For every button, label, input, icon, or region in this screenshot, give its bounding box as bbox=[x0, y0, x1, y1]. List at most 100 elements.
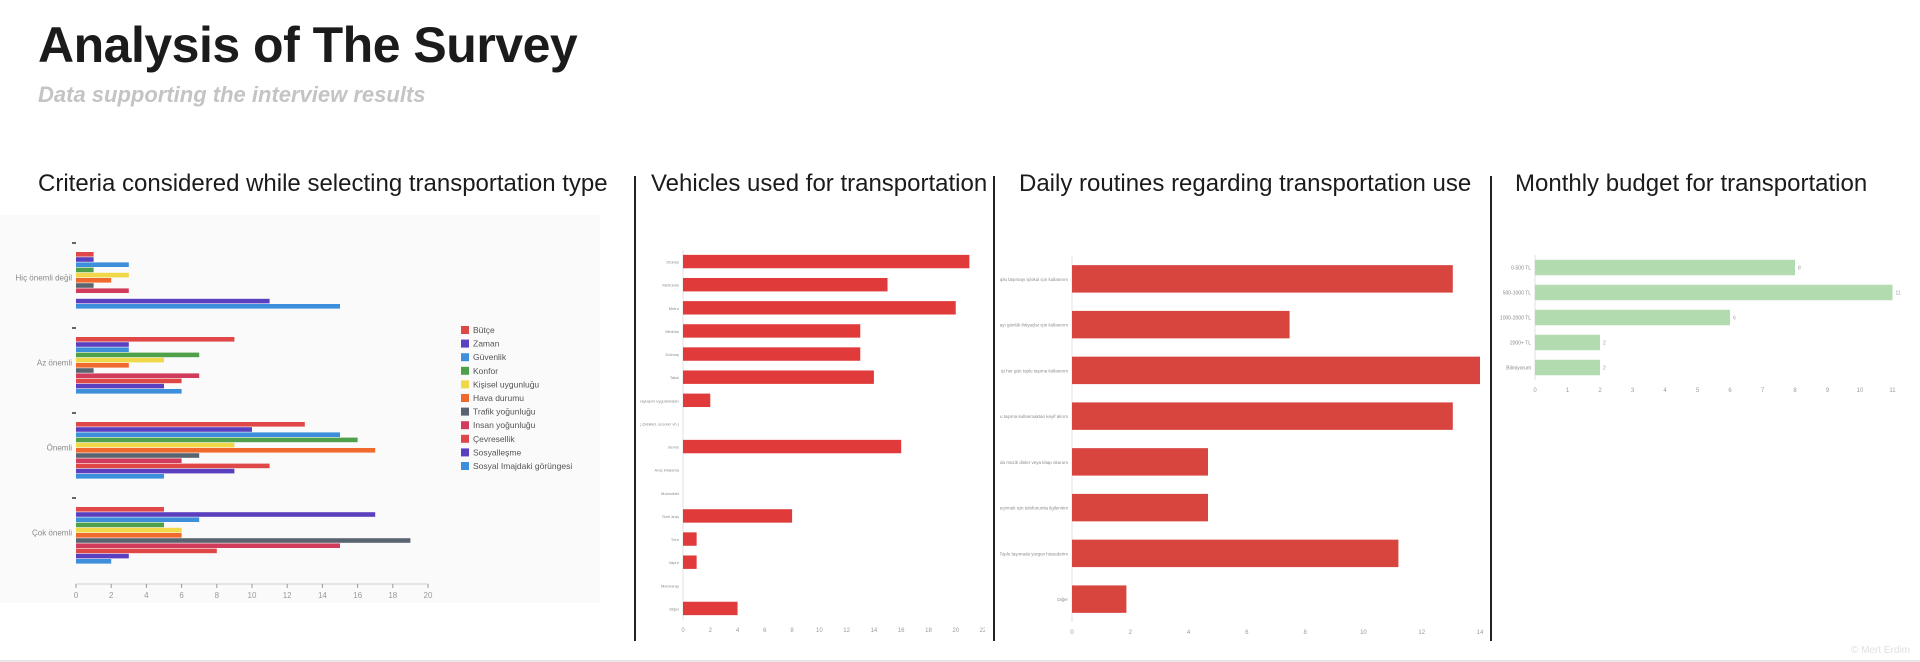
data-label: 2 bbox=[1603, 366, 1606, 372]
category-label: Araç kiralama bbox=[655, 468, 680, 473]
legend-swatch bbox=[461, 434, 469, 443]
legend-label: Sosyal Imajdaki görüngesi bbox=[473, 461, 572, 471]
category-label: Metro bbox=[669, 306, 680, 311]
category-label: Motosiklet bbox=[661, 491, 680, 496]
bar bbox=[683, 601, 738, 616]
x-tick-label: 18 bbox=[925, 628, 932, 634]
bar bbox=[76, 262, 129, 267]
page-title: Analysis of The Survey bbox=[38, 17, 578, 73]
bar bbox=[76, 342, 129, 347]
bar bbox=[76, 283, 94, 288]
x-tick-label: 2 bbox=[1598, 388, 1602, 394]
category-label: Az önemli bbox=[37, 359, 72, 368]
category-label: Minibüs bbox=[665, 329, 679, 334]
legend-swatch bbox=[461, 380, 469, 389]
x-tick-label: 7 bbox=[1761, 388, 1765, 394]
bar bbox=[76, 553, 129, 559]
bar bbox=[76, 257, 94, 262]
x-tick-label: 2 bbox=[109, 591, 114, 600]
x-tick-label: 4 bbox=[1187, 630, 1191, 636]
panel-divider bbox=[1490, 176, 1492, 641]
bar bbox=[683, 439, 902, 454]
category-label: 2000+ TL bbox=[1510, 341, 1531, 347]
bar bbox=[76, 538, 411, 543]
panel-divider bbox=[993, 176, 995, 641]
category-label: Tren bbox=[671, 537, 679, 542]
bar bbox=[1535, 334, 1600, 351]
x-tick-label: 14 bbox=[1477, 630, 1484, 636]
bar bbox=[76, 267, 94, 273]
bar bbox=[76, 522, 164, 528]
bar bbox=[76, 432, 340, 437]
data-label: 6 bbox=[1733, 316, 1736, 322]
bar bbox=[76, 378, 182, 384]
category-label: Hafta içi her gün toplu taşıma kullanırı… bbox=[1000, 368, 1068, 373]
group-marker bbox=[72, 242, 76, 244]
bar bbox=[76, 357, 164, 363]
category-label: Marmaray bbox=[661, 583, 679, 588]
legend-label: Konfor bbox=[473, 366, 498, 376]
bar bbox=[683, 532, 697, 546]
legend-label: Güvenlik bbox=[473, 352, 507, 362]
bar bbox=[683, 347, 861, 361]
bar bbox=[683, 301, 956, 315]
legend-swatch bbox=[461, 462, 469, 470]
category-label: Toplu taşıma kullanmaktan keyif alırım bbox=[1000, 414, 1068, 419]
bar bbox=[1072, 539, 1399, 568]
bar bbox=[76, 272, 129, 278]
category-label: Vapur bbox=[669, 560, 680, 565]
legend-label: Trafik yoğunluğu bbox=[473, 407, 536, 417]
bar bbox=[76, 288, 129, 293]
x-tick-label: 0 bbox=[681, 628, 685, 634]
bar bbox=[76, 368, 94, 373]
bar bbox=[76, 527, 182, 533]
bar bbox=[1072, 356, 1480, 385]
criteria-chart-title: Criteria considered while selecting tran… bbox=[38, 170, 608, 197]
x-tick-label: 10 bbox=[248, 591, 257, 600]
x-tick-label: 10 bbox=[1360, 630, 1367, 636]
x-tick-label: 6 bbox=[763, 628, 767, 634]
legend-label: Sosyalleşme bbox=[473, 447, 521, 457]
category-label: Otobüs bbox=[666, 260, 679, 265]
category-label: 0-500 TL bbox=[1511, 266, 1531, 272]
category-label: Toplu taşımada zaman geçirmek için telef… bbox=[1000, 506, 1068, 511]
bar bbox=[76, 427, 252, 432]
bar bbox=[76, 559, 112, 564]
bar bbox=[76, 474, 164, 479]
bar bbox=[76, 298, 270, 304]
bar bbox=[76, 389, 182, 394]
x-tick-label: 0 bbox=[1533, 388, 1537, 394]
category-label: 1000-2000 TL bbox=[1500, 316, 1531, 322]
category-label: Bilmiyorum bbox=[1506, 366, 1531, 372]
budget-chart: 0-500 TL 8 500-1000 TL 11 1000-2000 TL 6 2000+… bbox=[1497, 245, 1907, 405]
routines-chart: Toplu taşımayı iş/okul için kullanırım To… bbox=[1000, 248, 1485, 638]
legend-swatch bbox=[461, 394, 469, 402]
bar bbox=[76, 453, 200, 458]
legend-swatch bbox=[461, 366, 469, 375]
category-label: 500-1000 TL bbox=[1503, 291, 1531, 297]
data-label: 8 bbox=[1798, 266, 1801, 272]
routines-chart-svg: Toplu taşımayı iş/okul için kullanırım To… bbox=[1000, 256, 1484, 636]
bar bbox=[76, 373, 200, 378]
budget-chart-title: Monthly budget for transportation bbox=[1515, 170, 1868, 197]
bar bbox=[76, 363, 129, 368]
data-label: 11 bbox=[1896, 291, 1901, 297]
x-tick-label: 8 bbox=[790, 628, 794, 634]
bar bbox=[76, 442, 235, 448]
bar bbox=[683, 555, 697, 569]
x-tick-label: 22 bbox=[980, 628, 985, 634]
legend-swatch bbox=[461, 448, 469, 457]
bar bbox=[76, 543, 340, 548]
category-label: Diğer bbox=[669, 606, 679, 611]
x-tick-label: 16 bbox=[898, 628, 905, 634]
x-tick-label: 14 bbox=[318, 591, 327, 600]
x-tick-label: 11 bbox=[1889, 388, 1896, 394]
category-label: Özel araç bbox=[662, 514, 679, 519]
bar bbox=[76, 458, 182, 463]
bar bbox=[1535, 284, 1893, 301]
vehicles-chart-title: Vehicles used for transportation bbox=[651, 170, 988, 197]
category-label: Dolmuş bbox=[665, 352, 679, 357]
legend-label: Bütçe bbox=[473, 325, 495, 335]
x-tick-label: 2 bbox=[1129, 630, 1133, 636]
x-tick-label: 4 bbox=[736, 628, 740, 634]
